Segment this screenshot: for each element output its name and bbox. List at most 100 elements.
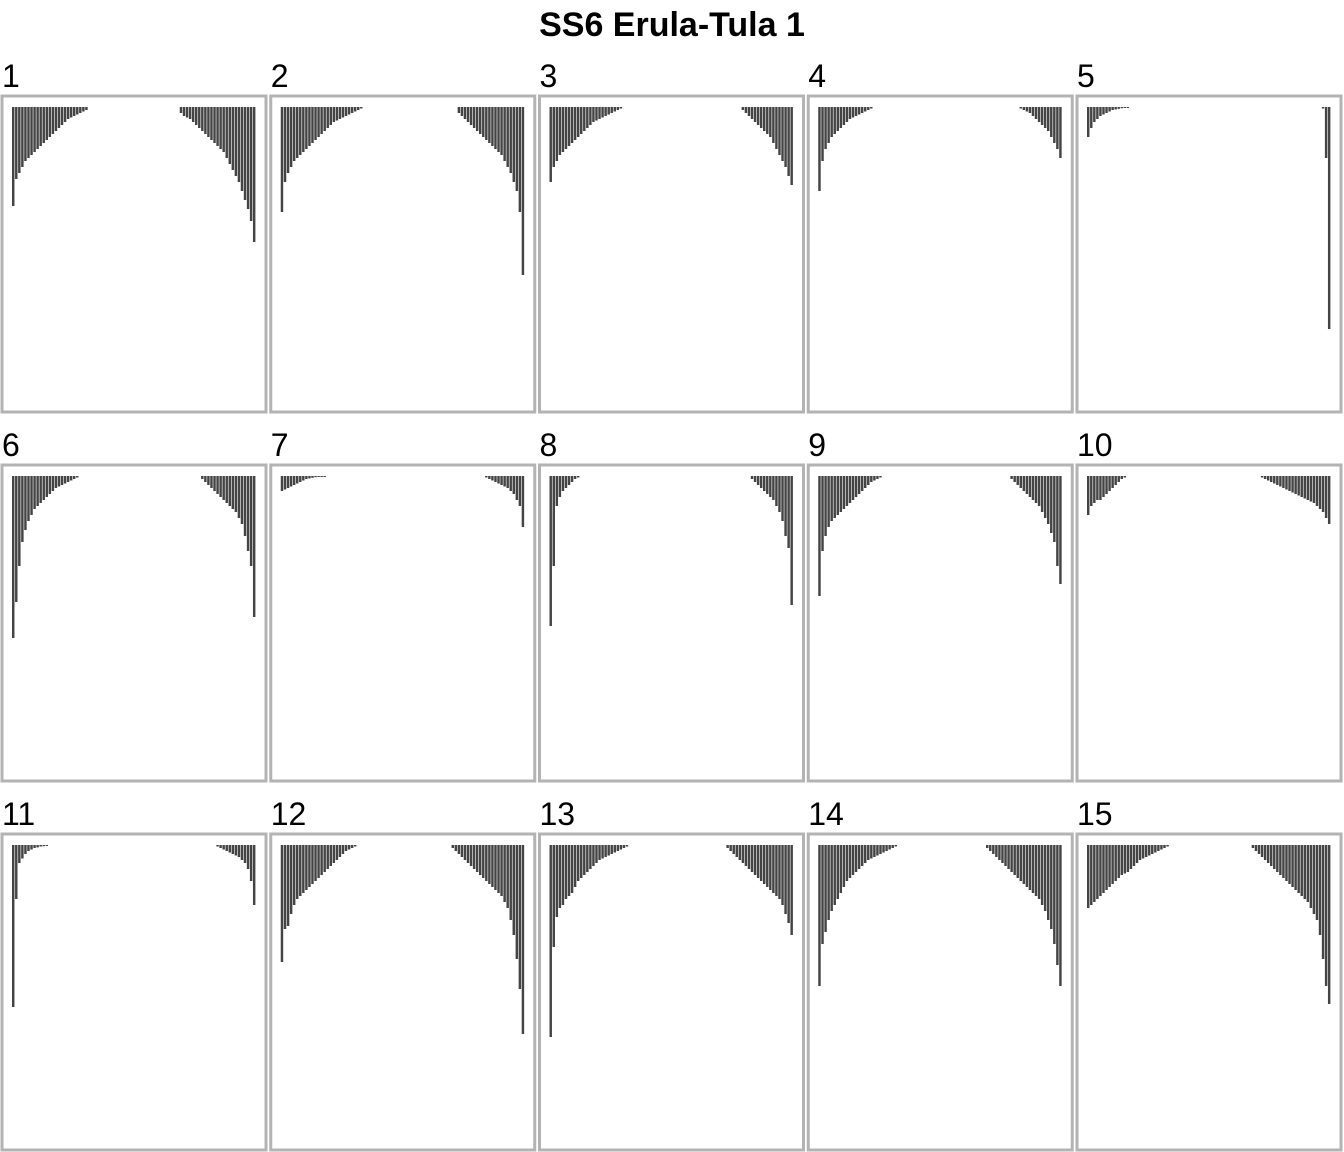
bar xyxy=(1034,845,1038,896)
bar xyxy=(1324,845,1328,986)
bar xyxy=(1037,107,1041,122)
bar xyxy=(292,845,296,905)
bar xyxy=(616,845,620,851)
bar xyxy=(213,476,216,491)
panel-8: 8 xyxy=(538,427,805,783)
bar xyxy=(1300,845,1303,896)
bar xyxy=(586,845,589,872)
bar xyxy=(1028,845,1032,890)
bar xyxy=(833,476,836,518)
bar xyxy=(756,107,760,125)
bar xyxy=(85,107,88,110)
panel-4: 4 xyxy=(806,58,1074,414)
bar xyxy=(326,845,329,869)
bar xyxy=(1297,476,1300,496)
bar xyxy=(1276,476,1279,485)
bar xyxy=(246,476,250,551)
bar xyxy=(1016,476,1019,485)
bar xyxy=(515,107,519,191)
bar xyxy=(240,845,244,860)
bar xyxy=(299,845,302,896)
bar xyxy=(1309,845,1313,908)
bar xyxy=(509,845,512,920)
bar xyxy=(323,845,326,872)
bar xyxy=(1117,476,1120,482)
bar xyxy=(1043,107,1047,128)
bar xyxy=(1327,107,1331,329)
panel-frame xyxy=(806,832,1074,1152)
bar xyxy=(326,107,329,128)
bar xyxy=(998,845,1001,860)
bar xyxy=(500,476,503,485)
bar xyxy=(457,107,461,113)
bar xyxy=(201,107,204,131)
bar xyxy=(60,107,64,125)
bar xyxy=(744,845,748,866)
bar xyxy=(891,845,894,848)
bar xyxy=(33,845,36,848)
bar xyxy=(234,845,238,856)
bar xyxy=(280,476,284,491)
bar xyxy=(1270,476,1273,482)
bar xyxy=(992,845,995,854)
bar xyxy=(1291,476,1294,493)
bar xyxy=(772,107,775,143)
bar xyxy=(299,107,302,155)
bar xyxy=(592,845,595,866)
bar xyxy=(219,107,222,149)
panel-label: 12 xyxy=(271,796,307,832)
bar xyxy=(864,845,867,863)
bar xyxy=(204,107,207,134)
bar xyxy=(512,476,515,494)
bar xyxy=(750,845,754,872)
bar xyxy=(1047,476,1050,524)
bar xyxy=(311,107,314,143)
bar xyxy=(1318,476,1322,509)
bar xyxy=(598,107,601,119)
bar xyxy=(249,476,253,566)
bar xyxy=(1285,476,1288,490)
panel-frame xyxy=(0,832,268,1152)
bar xyxy=(1114,845,1117,881)
bar xyxy=(237,845,241,857)
bar xyxy=(521,107,525,275)
bar xyxy=(1013,845,1016,875)
bar xyxy=(1034,107,1038,119)
panel-label: 9 xyxy=(808,427,826,463)
bar xyxy=(182,107,186,116)
bar xyxy=(1059,107,1062,158)
bar xyxy=(228,107,231,164)
panel-frame xyxy=(538,832,805,1152)
panel-label: 2 xyxy=(271,58,289,94)
bar xyxy=(741,107,745,110)
bar xyxy=(509,107,512,173)
bar xyxy=(494,476,497,482)
bar xyxy=(824,107,827,149)
bar xyxy=(1056,476,1059,566)
bar xyxy=(228,845,231,853)
bar xyxy=(216,476,219,494)
panel-14: 14 xyxy=(806,796,1074,1152)
bar xyxy=(1053,845,1056,944)
bar xyxy=(1037,476,1041,506)
bar xyxy=(27,476,30,521)
bar xyxy=(30,845,33,850)
bar xyxy=(45,107,48,140)
bar xyxy=(549,845,552,1037)
bar xyxy=(1160,845,1163,850)
bar xyxy=(36,845,39,848)
bar xyxy=(283,476,287,490)
bar xyxy=(1282,845,1285,878)
panel-3: 3 xyxy=(538,58,805,414)
bar xyxy=(555,476,559,506)
bar xyxy=(607,845,610,856)
bar xyxy=(1056,107,1059,149)
bar xyxy=(1093,845,1096,902)
panel-frame xyxy=(806,463,1074,783)
bar xyxy=(1114,107,1117,110)
bar xyxy=(33,107,36,152)
bar xyxy=(1096,476,1099,500)
bar xyxy=(1294,476,1297,494)
bar xyxy=(986,845,989,848)
